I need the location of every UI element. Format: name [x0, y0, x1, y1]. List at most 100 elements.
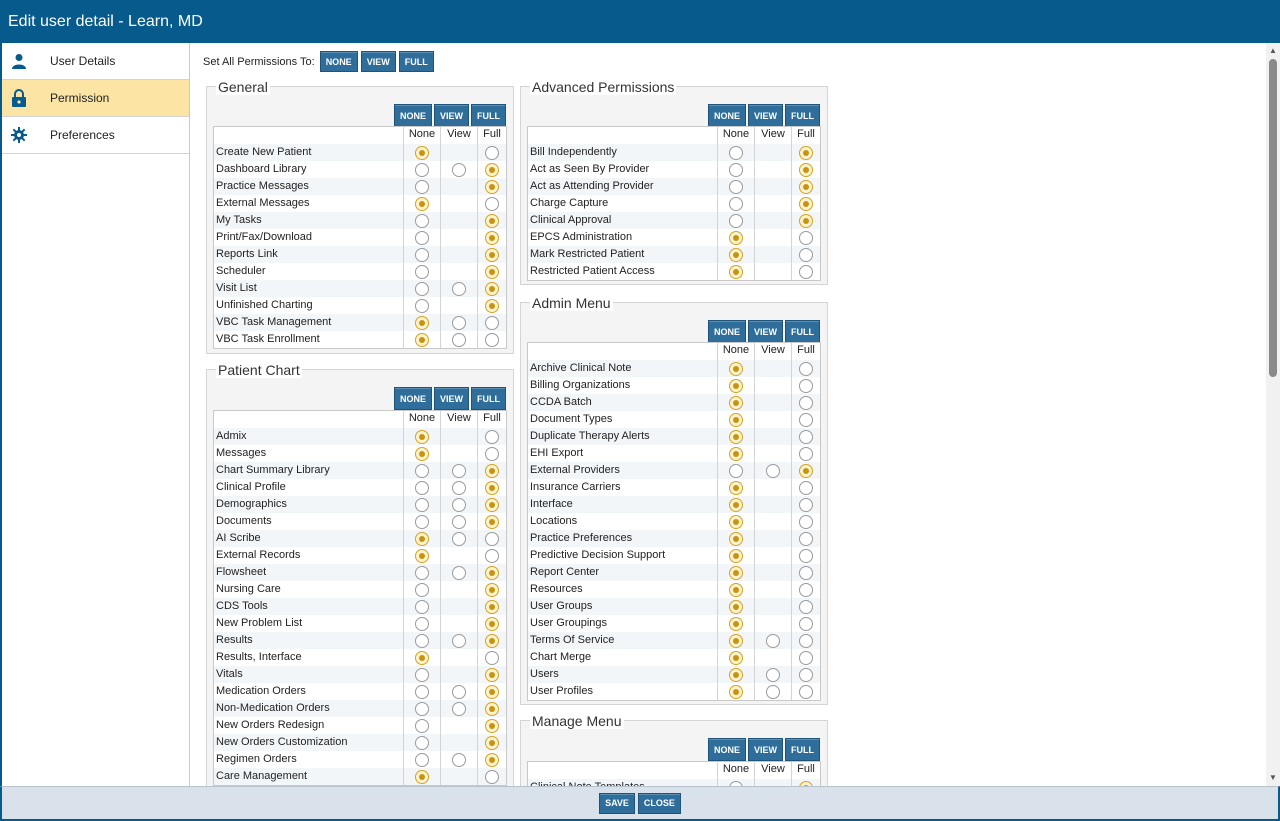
radio-view[interactable] [452, 633, 466, 648]
radio-full[interactable] [485, 599, 499, 614]
radio-none[interactable] [415, 769, 429, 784]
radio-none[interactable] [729, 395, 743, 410]
section-full-button[interactable]: FULL [785, 738, 820, 761]
radio-view[interactable] [452, 565, 466, 580]
radio-view[interactable] [452, 162, 466, 177]
radio-full[interactable] [799, 684, 813, 699]
radio-full[interactable] [485, 446, 499, 461]
radio-full[interactable] [799, 667, 813, 682]
radio-full[interactable] [799, 412, 813, 427]
radio-none[interactable] [415, 735, 429, 750]
save-button[interactable]: SAVE [599, 792, 635, 814]
radio-none[interactable] [415, 497, 429, 512]
section-view-button[interactable]: VIEW [747, 738, 783, 761]
radio-full[interactable] [485, 145, 499, 160]
section-view-button[interactable]: VIEW [747, 320, 783, 343]
close-button[interactable]: CLOSE [637, 792, 681, 814]
radio-full[interactable] [485, 247, 499, 262]
radio-full[interactable] [799, 429, 813, 444]
scrollbar-thumb[interactable] [1269, 59, 1277, 377]
radio-full[interactable] [799, 548, 813, 563]
section-full-button[interactable]: FULL [785, 320, 820, 343]
radio-full[interactable] [485, 531, 499, 546]
radio-full[interactable] [799, 531, 813, 546]
radio-none[interactable] [729, 179, 743, 194]
sidebar-item-permission[interactable]: Permission [2, 80, 189, 117]
radio-full[interactable] [485, 514, 499, 529]
radio-none[interactable] [415, 145, 429, 160]
radio-none[interactable] [415, 315, 429, 330]
radio-none[interactable] [729, 633, 743, 648]
radio-full[interactable] [799, 514, 813, 529]
radio-full[interactable] [799, 463, 813, 478]
radio-full[interactable] [799, 565, 813, 580]
radio-full[interactable] [799, 633, 813, 648]
radio-none[interactable] [729, 230, 743, 245]
sidebar-item-user-details[interactable]: User Details [2, 43, 189, 80]
radio-full[interactable] [485, 565, 499, 580]
radio-none[interactable] [415, 582, 429, 597]
radio-full[interactable] [799, 247, 813, 262]
radio-full[interactable] [485, 179, 499, 194]
radio-view[interactable] [452, 684, 466, 699]
radio-none[interactable] [729, 548, 743, 563]
radio-none[interactable] [729, 213, 743, 228]
radio-none[interactable] [729, 497, 743, 512]
radio-full[interactable] [799, 361, 813, 376]
radio-none[interactable] [415, 565, 429, 580]
radio-full[interactable] [485, 769, 499, 784]
sidebar-item-preferences[interactable]: Preferences [2, 117, 189, 154]
radio-full[interactable] [799, 230, 813, 245]
radio-full[interactable] [485, 684, 499, 699]
radio-view[interactable] [766, 667, 780, 682]
radio-full[interactable] [485, 230, 499, 245]
radio-none[interactable] [415, 264, 429, 279]
radio-full[interactable] [485, 332, 499, 347]
scroll-down-arrow-icon[interactable]: ▼ [1269, 773, 1277, 782]
section-view-button[interactable]: VIEW [747, 104, 783, 127]
radio-full[interactable] [485, 616, 499, 631]
radio-full[interactable] [485, 633, 499, 648]
radio-view[interactable] [452, 752, 466, 767]
radio-full[interactable] [799, 213, 813, 228]
section-full-button[interactable]: FULL [471, 104, 506, 127]
radio-none[interactable] [415, 667, 429, 682]
radio-none[interactable] [415, 718, 429, 733]
radio-none[interactable] [415, 480, 429, 495]
radio-none[interactable] [415, 650, 429, 665]
radio-full[interactable] [799, 179, 813, 194]
radio-none[interactable] [729, 264, 743, 279]
radio-none[interactable] [415, 701, 429, 716]
radio-view[interactable] [766, 684, 780, 699]
radio-view[interactable] [452, 281, 466, 296]
radio-full[interactable] [485, 162, 499, 177]
radio-none[interactable] [415, 196, 429, 211]
vertical-scrollbar[interactable]: ▲ ▼ [1266, 43, 1280, 786]
radio-none[interactable] [729, 162, 743, 177]
set-all-none-button[interactable]: NONE [319, 51, 358, 72]
radio-none[interactable] [415, 599, 429, 614]
radio-none[interactable] [729, 145, 743, 160]
radio-none[interactable] [729, 196, 743, 211]
radio-full[interactable] [799, 145, 813, 160]
radio-view[interactable] [452, 315, 466, 330]
radio-full[interactable] [485, 213, 499, 228]
radio-none[interactable] [415, 531, 429, 546]
radio-none[interactable] [415, 463, 429, 478]
radio-none[interactable] [729, 616, 743, 631]
radio-none[interactable] [415, 213, 429, 228]
radio-full[interactable] [485, 497, 499, 512]
radio-none[interactable] [729, 429, 743, 444]
radio-none[interactable] [415, 752, 429, 767]
radio-full[interactable] [799, 264, 813, 279]
radio-none[interactable] [415, 684, 429, 699]
radio-view[interactable] [452, 332, 466, 347]
radio-full[interactable] [799, 599, 813, 614]
radio-none[interactable] [729, 412, 743, 427]
radio-none[interactable] [729, 514, 743, 529]
section-none-button[interactable]: NONE [707, 104, 746, 127]
set-all-full-button[interactable]: FULL [398, 51, 434, 72]
radio-full[interactable] [485, 718, 499, 733]
radio-full[interactable] [799, 616, 813, 631]
radio-none[interactable] [729, 582, 743, 597]
